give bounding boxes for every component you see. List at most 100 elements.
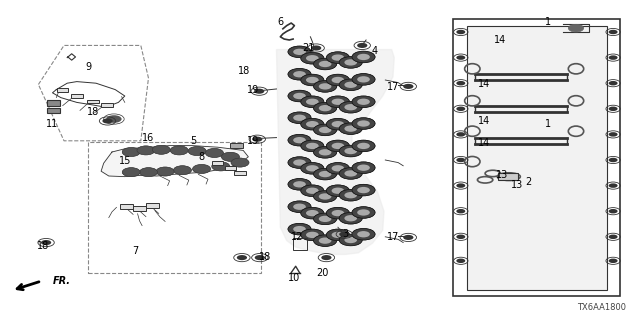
Circle shape bbox=[293, 71, 306, 77]
Text: 18: 18 bbox=[87, 107, 100, 117]
Circle shape bbox=[456, 259, 465, 263]
Circle shape bbox=[357, 231, 370, 237]
Circle shape bbox=[231, 158, 249, 167]
Circle shape bbox=[609, 81, 618, 85]
Circle shape bbox=[326, 229, 349, 241]
Circle shape bbox=[344, 82, 357, 88]
Bar bbox=[101, 103, 113, 107]
Circle shape bbox=[288, 134, 311, 146]
Text: 20: 20 bbox=[316, 268, 329, 278]
Circle shape bbox=[140, 168, 157, 177]
Circle shape bbox=[156, 167, 174, 176]
Text: 18: 18 bbox=[238, 66, 251, 76]
Circle shape bbox=[102, 118, 113, 124]
Circle shape bbox=[352, 51, 375, 63]
Circle shape bbox=[319, 149, 332, 156]
Circle shape bbox=[293, 226, 306, 232]
Circle shape bbox=[456, 55, 465, 60]
Circle shape bbox=[319, 127, 332, 133]
Circle shape bbox=[357, 143, 370, 149]
Circle shape bbox=[357, 43, 367, 48]
Circle shape bbox=[314, 213, 337, 225]
Circle shape bbox=[288, 112, 311, 124]
Circle shape bbox=[306, 232, 319, 238]
Circle shape bbox=[319, 193, 332, 200]
Circle shape bbox=[293, 115, 306, 121]
Circle shape bbox=[326, 52, 349, 63]
Circle shape bbox=[456, 107, 465, 111]
Circle shape bbox=[288, 201, 311, 212]
Circle shape bbox=[319, 237, 332, 244]
Circle shape bbox=[306, 188, 319, 194]
Text: TX6AA1800: TX6AA1800 bbox=[577, 303, 626, 312]
Circle shape bbox=[609, 259, 618, 263]
Text: 17: 17 bbox=[387, 82, 400, 92]
Circle shape bbox=[344, 170, 357, 177]
Circle shape bbox=[339, 189, 362, 201]
Bar bbox=[57, 88, 68, 92]
Text: 19: 19 bbox=[246, 136, 259, 147]
Circle shape bbox=[314, 124, 337, 136]
Circle shape bbox=[212, 162, 230, 171]
Circle shape bbox=[288, 179, 311, 190]
Circle shape bbox=[254, 89, 264, 94]
Text: 4: 4 bbox=[371, 46, 378, 56]
Circle shape bbox=[306, 77, 319, 83]
Circle shape bbox=[352, 74, 375, 85]
Circle shape bbox=[301, 163, 324, 174]
Circle shape bbox=[357, 76, 370, 83]
Circle shape bbox=[293, 49, 306, 55]
Circle shape bbox=[609, 235, 618, 239]
Circle shape bbox=[319, 83, 332, 90]
Circle shape bbox=[609, 132, 618, 137]
Circle shape bbox=[306, 165, 319, 172]
Circle shape bbox=[326, 163, 349, 174]
Circle shape bbox=[339, 123, 362, 134]
Circle shape bbox=[344, 125, 357, 132]
Circle shape bbox=[288, 68, 311, 80]
Bar bbox=[453, 19, 620, 296]
Circle shape bbox=[456, 30, 465, 34]
Circle shape bbox=[332, 165, 344, 172]
Circle shape bbox=[339, 232, 349, 237]
Circle shape bbox=[314, 58, 337, 70]
Circle shape bbox=[301, 185, 324, 196]
Bar bbox=[293, 238, 307, 250]
Circle shape bbox=[293, 181, 306, 188]
Circle shape bbox=[403, 235, 413, 240]
Circle shape bbox=[332, 232, 344, 238]
Circle shape bbox=[344, 192, 357, 198]
Circle shape bbox=[326, 140, 349, 152]
Bar bbox=[467, 26, 607, 290]
Text: FR.: FR. bbox=[52, 276, 70, 286]
Circle shape bbox=[357, 54, 370, 60]
Circle shape bbox=[609, 158, 618, 162]
Bar bbox=[71, 94, 83, 98]
Circle shape bbox=[314, 235, 337, 246]
Circle shape bbox=[122, 168, 140, 177]
Circle shape bbox=[344, 104, 357, 110]
Circle shape bbox=[609, 55, 618, 60]
Bar bbox=[47, 108, 60, 113]
Circle shape bbox=[456, 81, 465, 85]
Circle shape bbox=[344, 237, 357, 243]
Circle shape bbox=[288, 157, 311, 168]
Circle shape bbox=[609, 209, 618, 213]
Circle shape bbox=[456, 158, 465, 162]
Circle shape bbox=[352, 162, 375, 173]
Text: 13: 13 bbox=[511, 180, 524, 190]
Circle shape bbox=[456, 235, 465, 239]
Text: 16: 16 bbox=[142, 133, 155, 143]
Bar bbox=[120, 204, 133, 209]
Circle shape bbox=[314, 168, 337, 180]
Circle shape bbox=[326, 74, 349, 86]
Text: 8: 8 bbox=[198, 152, 204, 162]
Text: 15: 15 bbox=[118, 156, 131, 166]
Circle shape bbox=[326, 96, 349, 108]
Text: 6: 6 bbox=[277, 17, 284, 28]
Circle shape bbox=[319, 171, 332, 177]
Circle shape bbox=[255, 255, 265, 260]
Circle shape bbox=[152, 145, 170, 154]
Circle shape bbox=[357, 120, 370, 127]
Circle shape bbox=[332, 210, 344, 216]
